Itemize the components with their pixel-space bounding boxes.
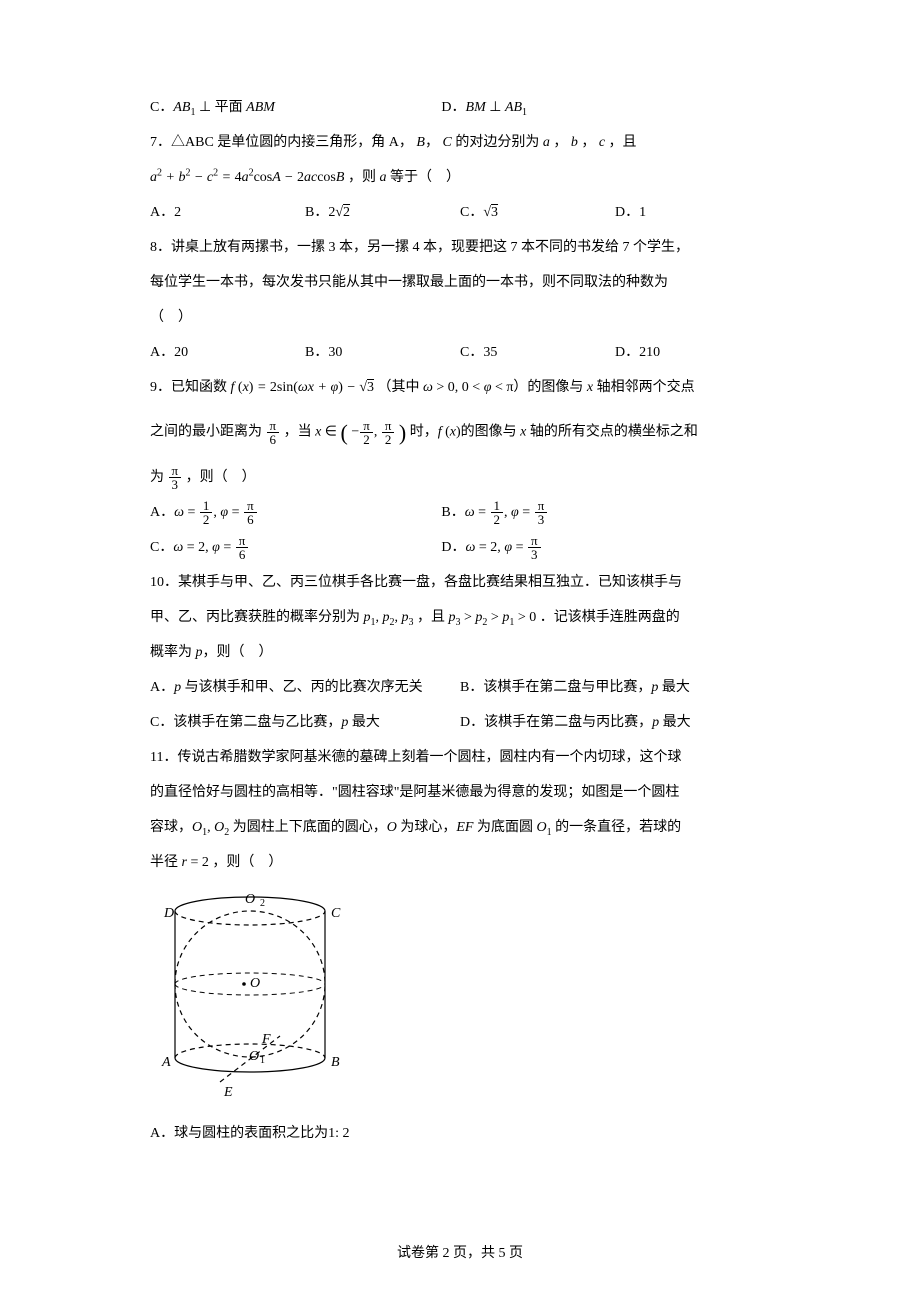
q11-stem-2: 的直径恰好与圆柱的高相等．"圆柱容球"是阿基米德最为得意的发现；如图是一个圆柱: [150, 775, 770, 810]
q8-options: A．20 B．30 C．35 D．210: [150, 335, 770, 370]
svg-text:2: 2: [260, 898, 265, 909]
svg-text:O: O: [249, 1049, 259, 1064]
q10-options-ab: A．p 与该棋手和甲、乙、丙的比赛次序无关 B．该棋手在第二盘与甲比赛，p 最大: [150, 670, 770, 705]
q9-stem-2: 之间的最小距离为 π6 ，当 x ∈ ( −π2, π2 ) 时，f (x)的图…: [150, 405, 770, 460]
q7-opt-d: D．1: [615, 195, 770, 230]
q7-equation: a2 + b2 − c2 = 4a2cosA − 2accosB: [150, 170, 344, 185]
q10-opt-c: C．该棋手在第二盘与乙比赛，p 最大: [150, 705, 460, 740]
q9-fx: f (x) = 2sin(ωx + φ) − √3: [231, 380, 375, 395]
q9-options-ab: A．ω = 12, φ = π6 B．ω = 12, φ = π3: [150, 495, 770, 530]
svg-text:A: A: [161, 1055, 171, 1070]
q6-opt-d: D．BM ⊥ AB1: [441, 90, 770, 125]
svg-text:F: F: [261, 1032, 271, 1047]
svg-text:O: O: [250, 976, 260, 991]
q8-opt-a: A．20: [150, 335, 305, 370]
q8-opt-d: D．210: [615, 335, 770, 370]
q6-opt-c: C．AB1 ⊥ 平面 ABM: [150, 90, 441, 125]
q9-frac-pi6: π6: [267, 418, 280, 447]
q10-options-cd: C．该棋手在第二盘与乙比赛，p 最大 D．该棋手在第二盘与丙比赛，p 最大: [150, 705, 770, 740]
q10-stem-3: 概率为 p，则（ ）: [150, 635, 770, 670]
page-footer: 试卷第 2 页，共 5 页: [0, 1242, 920, 1262]
q7-opt-a: A．2: [150, 195, 305, 230]
q7-opt-c: C．√3: [460, 195, 615, 230]
q9-opt-a: A．ω = 12, φ = π6: [150, 495, 441, 530]
q7-options: A．2 B．2√2 C．√3 D．1: [150, 195, 770, 230]
q9-opt-b: B．ω = 12, φ = π3: [441, 495, 770, 530]
q8-stem-2: 每位学生一本书，每次发书只能从其中一摞取最上面的一本书，则不同取法的种数为: [150, 265, 770, 300]
q8-stem-3: （ ）: [150, 300, 770, 335]
q11-stem-1: 11．传说古希腊数学家阿基米德的墓碑上刻着一个圆柱，圆柱内有一个内切球，这个球: [150, 740, 770, 775]
q11-stem-3: 容球，O1, O2 为圆柱上下底面的圆心，O 为球心，EF 为底面圆 O1 的一…: [150, 810, 770, 845]
q7s1-A: A: [389, 135, 399, 150]
q9-opt-d: D．ω = 2, φ = π3: [441, 530, 770, 565]
q7s1-B: B: [416, 135, 425, 150]
cylinder-sphere-diagram: O 2 D C O F O 1 A B E: [150, 888, 770, 1108]
q6c-text: C．AB1 ⊥ 平面 ABM: [150, 100, 275, 115]
svg-text:D: D: [163, 906, 174, 921]
q10-stem-1: 10．某棋手与甲、乙、丙三位棋手各比赛一盘，各盘比赛结果相互独立．已知该棋手与: [150, 565, 770, 600]
q6d-text: D．BM ⊥ AB1: [441, 100, 527, 115]
q9-stem-1: 9．已知函数 f (x) = 2sin(ωx + φ) − √3 （其中 ω >…: [150, 370, 770, 405]
q7s1-pre: 7．△ABC 是单位圆的内接三角形，角: [150, 135, 385, 150]
q7-stem-1: 7．△ABC 是单位圆的内接三角形，角 A， B， C 的对边分别为 a ， b…: [150, 125, 770, 160]
svg-text:C: C: [331, 906, 341, 921]
q10-opt-b: B．该棋手在第二盘与甲比赛，p 最大: [460, 670, 770, 705]
q7-stem-2: a2 + b2 − c2 = 4a2cosA − 2accosB ，则 a 等于…: [150, 160, 770, 195]
q9-frac-pi3: π3: [169, 463, 182, 492]
q7s1-C: C: [442, 135, 451, 150]
q11-opt-a: A．球与圆柱的表面积之比为1: 2: [150, 1116, 770, 1151]
q7-opt-b: B．2√2: [305, 195, 460, 230]
svg-text:E: E: [223, 1085, 233, 1100]
q9-opt-c: C．ω = 2, φ = π6: [150, 530, 441, 565]
q9-stem-3: 为 π3 ，则（ ）: [150, 460, 770, 495]
q9-options-cd: C．ω = 2, φ = π6 D．ω = 2, φ = π3: [150, 530, 770, 565]
q10-opt-a: A．p 与该棋手和甲、乙、丙的比赛次序无关: [150, 670, 460, 705]
q8-stem-1: 8．讲桌上放有两摞书，一摞 3 本，另一摞 4 本，现要把这 7 本不同的书发给…: [150, 230, 770, 265]
q7s1-post: 的对边分别为 a ， b ， c ，且: [455, 135, 636, 150]
svg-text:B: B: [331, 1055, 340, 1070]
q6-options-cd: C．AB1 ⊥ 平面 ABM D．BM ⊥ AB1: [150, 90, 770, 125]
q8-opt-c: C．35: [460, 335, 615, 370]
svg-text:O: O: [245, 892, 255, 907]
q11-stem-4: 半径 r = 2 ，则（ ）: [150, 845, 770, 880]
svg-text:1: 1: [260, 1055, 265, 1066]
q10-stem-2: 甲、乙、丙比赛获胜的概率分别为 p1, p2, p3 ，且 p3 > p2 > …: [150, 600, 770, 635]
q10-opt-d: D．该棋手在第二盘与丙比赛，p 最大: [460, 705, 770, 740]
q8-opt-b: B．30: [305, 335, 460, 370]
